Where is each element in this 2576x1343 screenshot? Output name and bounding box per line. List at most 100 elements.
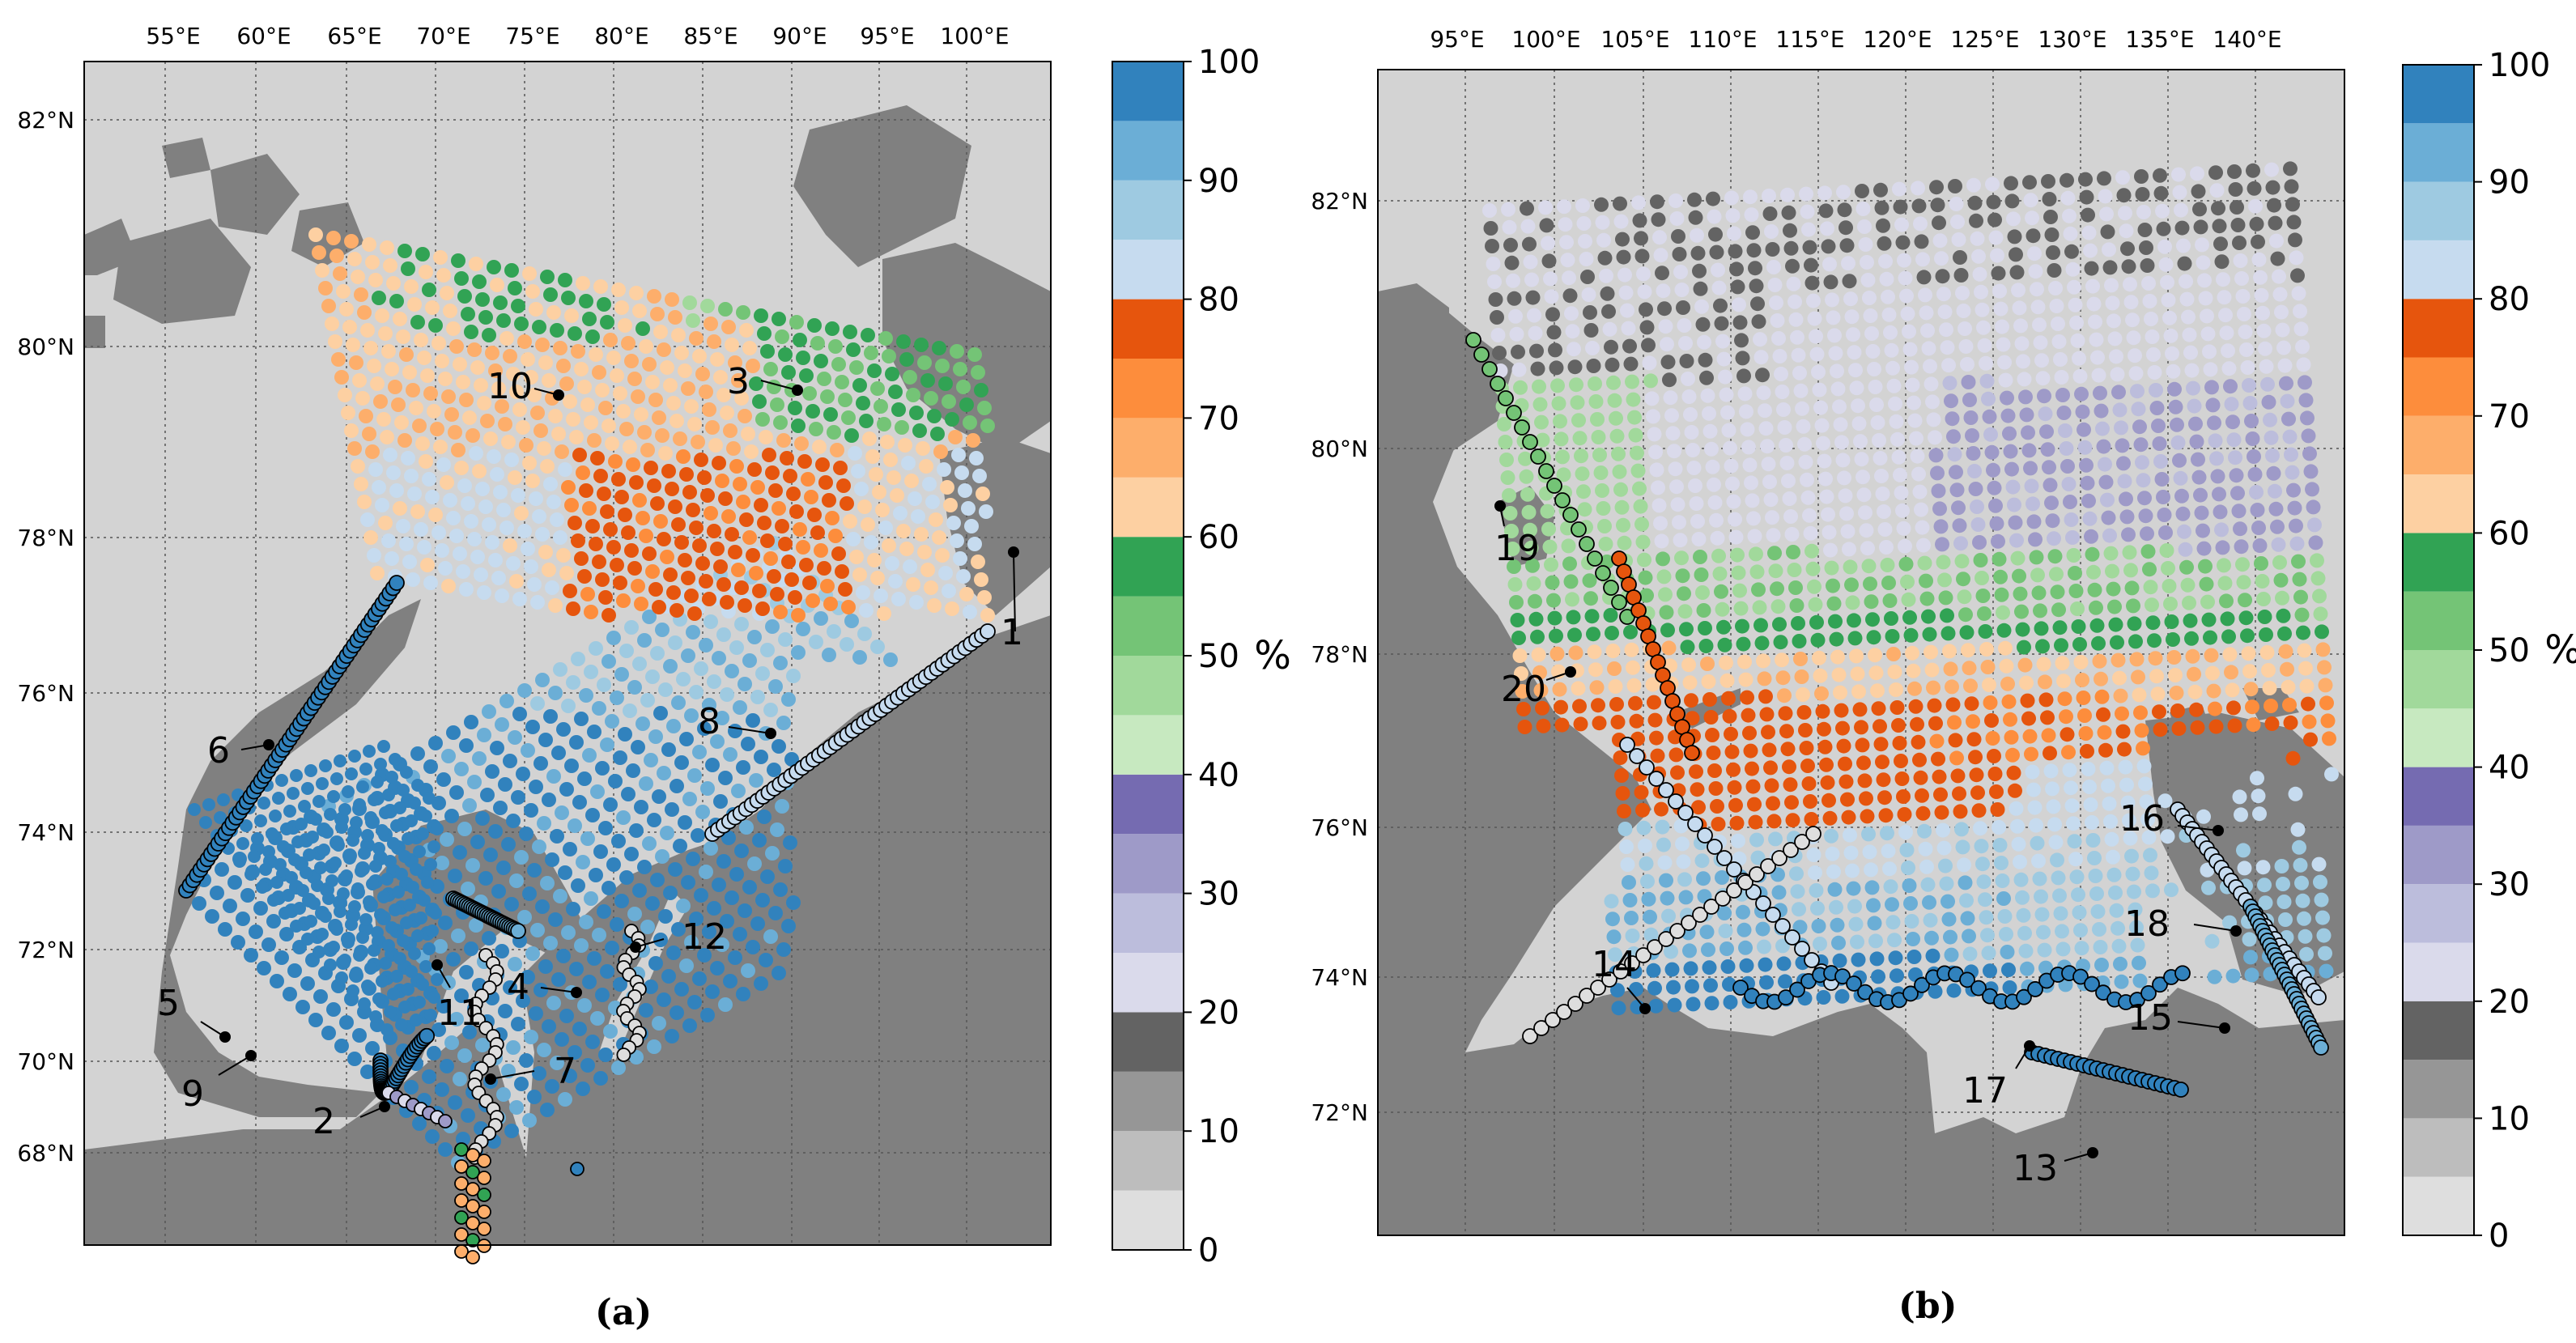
grid-point [2064, 512, 2079, 527]
grid-point [1622, 875, 1636, 890]
grid-point [619, 644, 634, 658]
grid-point [658, 446, 673, 461]
grid-point [1604, 339, 1618, 355]
grid-point [355, 391, 370, 406]
grid-point [783, 469, 797, 483]
grid-point [538, 733, 553, 747]
grid-point [2224, 665, 2238, 680]
grid-point [971, 555, 985, 569]
grid-point [2302, 714, 2317, 729]
grid-point [738, 677, 752, 691]
grid-point [917, 355, 932, 370]
grid-point [587, 725, 601, 739]
grid-point [2305, 482, 2319, 497]
lat-tick-label: 78°N [17, 525, 74, 551]
grid-point [585, 808, 600, 822]
grid-point [864, 346, 878, 360]
grid-point [598, 590, 613, 605]
grid-point [1511, 631, 1526, 645]
grid-point [416, 978, 429, 991]
grid-point [1597, 250, 1613, 266]
grid-point [1719, 655, 1733, 670]
grid-point [2262, 681, 2277, 695]
grid-point [945, 412, 959, 427]
grid-point [1624, 642, 1639, 657]
grid-point [431, 973, 444, 986]
grid-point [2100, 224, 2115, 240]
grid-point [495, 589, 509, 603]
grid-point [542, 793, 556, 807]
grid-point [538, 959, 553, 974]
grid-point [2044, 227, 2060, 242]
grid-point [2067, 279, 2081, 295]
grid-point [1775, 918, 1791, 934]
grid-point [2126, 330, 2141, 346]
grid-point [431, 525, 446, 540]
grid-point [423, 576, 438, 590]
grid-point [1839, 238, 1855, 253]
grid-point [582, 975, 597, 989]
grid-point [2282, 697, 2297, 712]
grid-point [465, 1250, 480, 1264]
grid-point [1873, 737, 1889, 752]
grid-point [1893, 467, 1907, 482]
grid-point [400, 766, 413, 779]
grid-point [2234, 539, 2249, 555]
grid-point [1702, 406, 1716, 421]
grid-point [1987, 480, 2002, 495]
grid-point [1523, 522, 1537, 538]
station-marker [553, 389, 564, 401]
grid-point [587, 433, 601, 448]
grid-point [734, 844, 749, 858]
grid-point [797, 454, 812, 469]
grid-point [1944, 947, 1959, 963]
grid-point [977, 401, 992, 415]
grid-point [373, 394, 388, 409]
lon-tick-label: 105°E [1600, 26, 1669, 53]
grid-point [321, 1026, 336, 1040]
grid-point [786, 669, 801, 683]
grid-point [1988, 230, 2004, 245]
grid-point [430, 422, 444, 436]
grid-point [2191, 184, 2206, 199]
grid-point [776, 942, 791, 957]
grid-point [1965, 428, 1979, 443]
grid-point [1800, 759, 1815, 773]
grid-point [1891, 449, 1906, 465]
grid-point [2154, 472, 2170, 487]
grid-point [396, 519, 410, 533]
grid-point [1579, 988, 1595, 1004]
grid-point [681, 875, 695, 890]
grid-point [1691, 532, 1707, 546]
grid-point [760, 869, 775, 884]
grid-point [397, 244, 412, 258]
grid-point [1796, 419, 1811, 434]
grid-point [1857, 984, 1873, 1001]
grid-point [2157, 793, 2173, 809]
grid-point [899, 542, 914, 556]
grid-point [746, 359, 760, 373]
grid-point [2027, 800, 2043, 815]
grid-point [329, 856, 342, 869]
grid-point [2162, 579, 2177, 593]
grid-point [736, 495, 750, 509]
grid-point [1579, 536, 1595, 552]
grid-point [472, 274, 487, 289]
grid-point [632, 493, 647, 508]
grid-point [686, 625, 700, 640]
grid-point [413, 845, 426, 858]
grid-point [1972, 266, 1987, 282]
grid-point [1580, 270, 1595, 284]
grid-point [496, 1087, 511, 1102]
grid-point [836, 478, 851, 493]
grid-point [1961, 643, 1975, 658]
grid-point [775, 519, 789, 533]
grid-point [2090, 904, 2106, 919]
grid-point [364, 962, 377, 975]
grid-point [2009, 533, 2024, 548]
grid-point [1918, 287, 1932, 303]
grid-point [407, 297, 422, 312]
colorbar-tick-label: 50 [1198, 638, 1239, 675]
grid-point [1669, 479, 1684, 495]
grid-point [509, 574, 524, 589]
